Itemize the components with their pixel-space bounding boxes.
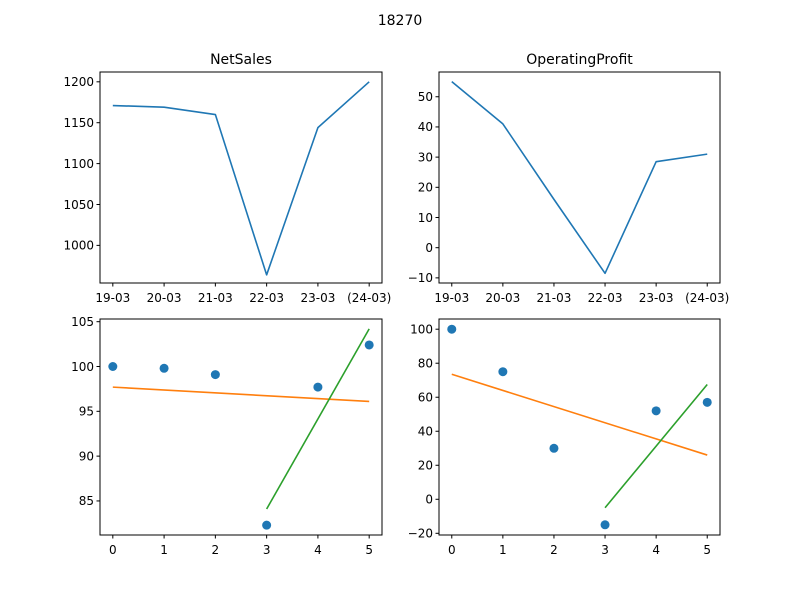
operatingprofit-axes-frame (438, 71, 721, 284)
netsales-trend-point (364, 340, 374, 350)
operatingprofit-trend-fit-line-all (451, 373, 708, 456)
netsales-ytick-label: 1100 (63, 157, 94, 171)
netsales-trend-point (262, 520, 272, 530)
operatingprofit-ytick-label: 40 (418, 120, 433, 134)
operatingprofit-trend-ytick-label: 20 (418, 459, 433, 473)
netsales-ytick-label: 1050 (63, 198, 94, 212)
operatingprofit-trend-point (702, 397, 712, 407)
operatingprofit-xtick-label: 22-03 (588, 291, 623, 305)
netsales-trend-ytick-label: 90 (79, 449, 94, 463)
netsales-title: NetSales (210, 52, 272, 68)
operatingprofit-series-line (451, 81, 708, 275)
operatingprofit-trend-ytick-label: 80 (418, 357, 433, 371)
netsales-trend-ytick-label: 85 (79, 494, 94, 508)
operatingprofit-xtick-label: 23-03 (639, 291, 674, 305)
operatingprofit-trend-ytick-label: 40 (418, 425, 433, 439)
operatingprofit-trend-point (651, 406, 661, 416)
netsales-trend-xtick-label: 5 (365, 543, 373, 557)
operatingprofit-xtick-label: 21-03 (537, 291, 572, 305)
operatingprofit-trend-ytick-label: 60 (418, 391, 433, 405)
operatingprofit-trend-xtick-label: 0 (448, 543, 456, 557)
netsales-trend-axes-frame (99, 318, 383, 536)
operatingprofit-trend-ytick-label: −20 (408, 527, 433, 541)
operatingprofit-trend-point (447, 324, 457, 334)
operatingprofit-trend-xtick-label: 5 (703, 543, 711, 557)
netsales-series-line (112, 81, 370, 276)
netsales-trend-point (313, 382, 323, 392)
netsales-trend-ytick-label: 105 (71, 315, 94, 329)
operatingprofit-trend-point (600, 520, 610, 530)
netsales-trend-point (159, 363, 169, 373)
netsales-xtick-label: 20-03 (147, 291, 182, 305)
netsales-trend-xtick-label: 2 (212, 543, 220, 557)
netsales-trend-fit-line-recent (265, 328, 370, 510)
operatingprofit-trend-axes-frame (438, 318, 721, 536)
netsales-trend-xtick-label: 0 (109, 543, 117, 557)
netsales-ytick-label: 1000 (63, 239, 94, 253)
netsales-trend-ytick-label: 95 (79, 405, 94, 419)
chart-operatingprofit: OperatingProfit −10 0 10 20 30 40 50 19-03 20-03 2… (408, 52, 730, 305)
netsales-trend-xtick-label: 1 (160, 543, 168, 557)
netsales-trend-xtick-label: 3 (263, 543, 271, 557)
operatingprofit-trend-point (549, 443, 559, 453)
netsales-xtick-label: 23-03 (300, 291, 335, 305)
netsales-ytick-label: 1200 (63, 75, 94, 89)
netsales-xtick-label: 22-03 (249, 291, 284, 305)
netsales-trend-point (108, 362, 118, 372)
operatingprofit-trend-xtick-label: 3 (601, 543, 609, 557)
chart-netsales: NetSales 1000 1050 1100 1150 1200 19-03 20-03 21… (63, 52, 391, 305)
operatingprofit-trend-fit-line-recent (604, 383, 708, 509)
netsales-xtick-label: 21-03 (198, 291, 233, 305)
operatingprofit-title: OperatingProfit (526, 52, 633, 68)
figure-suptitle: 18270 (378, 13, 423, 29)
chart-netsales-trend: 85 90 95 100 105 0 1 2 3 4 5 (71, 315, 383, 557)
operatingprofit-ytick-label: −10 (408, 271, 433, 285)
netsales-trend-fit-line-all (112, 386, 370, 403)
operatingprofit-ytick-label: 10 (418, 211, 433, 225)
operatingprofit-ytick-label: 20 (418, 181, 433, 195)
netsales-xtick-label: (24-03) (347, 291, 391, 305)
operatingprofit-ytick-label: 50 (418, 90, 433, 104)
operatingprofit-trend-ytick-label: 0 (425, 493, 433, 507)
operatingprofit-trend-xtick-label: 1 (499, 543, 507, 557)
chart-operatingprofit-trend: −20 0 20 40 60 80 100 0 1 2 3 4 5 (408, 318, 721, 557)
operatingprofit-ytick-label: 30 (418, 150, 433, 164)
operatingprofit-xtick-label: 19-03 (434, 291, 469, 305)
netsales-axes-frame (99, 71, 383, 284)
operatingprofit-xtick-label: 20-03 (485, 291, 520, 305)
operatingprofit-trend-xtick-label: 2 (550, 543, 558, 557)
netsales-trend-point (210, 370, 220, 380)
netsales-trend-ytick-label: 100 (71, 360, 94, 374)
netsales-ytick-label: 1150 (63, 116, 94, 130)
operatingprofit-xtick-label: (24-03) (685, 291, 729, 305)
operatingprofit-trend-xtick-label: 4 (652, 543, 660, 557)
operatingprofit-trend-point (498, 367, 508, 377)
operatingprofit-ytick-label: 0 (425, 241, 433, 255)
netsales-trend-xtick-label: 4 (314, 543, 322, 557)
operatingprofit-trend-ytick-label: 100 (410, 323, 433, 337)
netsales-xtick-label: 19-03 (95, 291, 130, 305)
